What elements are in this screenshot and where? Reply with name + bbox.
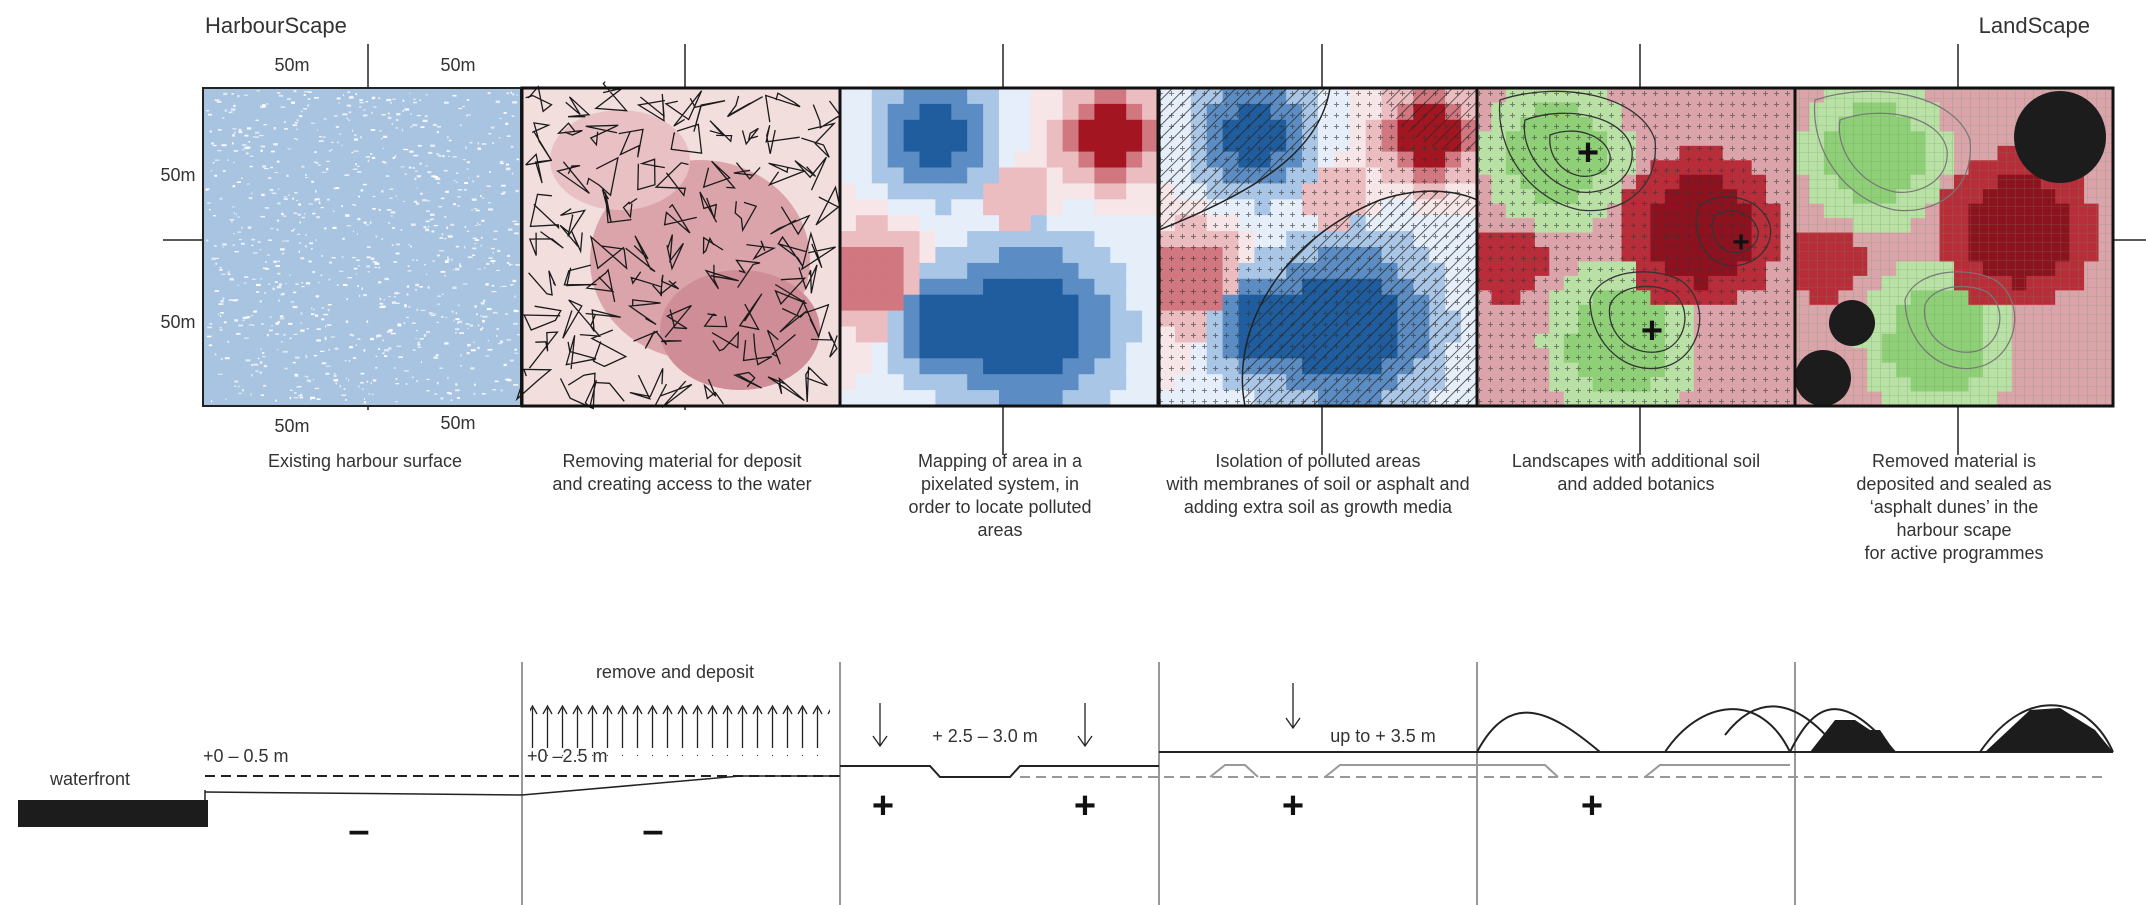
crack-pattern: [515, 81, 847, 410]
caption-line: Existing harbour surface: [268, 451, 462, 471]
caption-line: adding extra soil as growth media: [1184, 497, 1453, 517]
caption-line: Isolation of polluted areas: [1215, 451, 1420, 471]
level-label-1: +0 – 0.5 m: [203, 746, 289, 766]
plus-sign-3: +: [1282, 785, 1304, 827]
remove-deposit-label: remove and deposit: [596, 662, 754, 682]
caption-line: order to locate polluted: [908, 497, 1091, 517]
panel-pixel-mapping: [838, 86, 1160, 408]
asphalt-dune-large: [2014, 91, 2106, 183]
dimension-top-right: 50m: [440, 55, 475, 75]
level-label-2: +0 –2.5 m: [527, 746, 608, 766]
dimension-side-top: 50m: [160, 165, 195, 185]
plus-marker-1: +: [1577, 132, 1599, 174]
caption-line: for active programmes: [1864, 543, 2043, 563]
section-dividers: [521, 662, 1796, 905]
minus-sign-2: –: [642, 810, 663, 852]
plus-sign-1: +: [872, 785, 894, 827]
surface-texture: [205, 90, 522, 404]
remove-arrows: [530, 700, 830, 756]
dimension-bottom-right: 50m: [440, 413, 475, 433]
landscape-title: LandScape: [1979, 13, 2090, 38]
panel-isolation: [1157, 86, 1479, 408]
waterfront-label: waterfront: [49, 769, 130, 789]
panel-asphalt-dunes: [1793, 86, 2115, 408]
panel-captions: Existing harbour surface Removing materia…: [268, 451, 2052, 563]
caption-line: harbour scape: [1896, 520, 2011, 540]
panel-removing-material: [515, 81, 847, 410]
harbourscape-title: HarbourScape: [205, 13, 347, 38]
plus-sign-4: +: [1581, 785, 1603, 827]
section-drawing: [18, 683, 2114, 827]
dimension-top-left: 50m: [274, 55, 309, 75]
panel-landscapes: + + +: [1475, 86, 1797, 408]
asphalt-dune-small: [1829, 300, 1875, 346]
caption-line: pixelated system, in: [921, 474, 1079, 494]
caption-line: and creating access to the water: [552, 474, 811, 494]
caption-line: areas: [977, 520, 1022, 540]
asphalt-dune-medium: [1795, 350, 1851, 406]
waterfront-slab: [18, 800, 208, 827]
caption-line: with membranes of soil or asphalt and: [1165, 474, 1469, 494]
caption-line: Removed material is: [1872, 451, 2036, 471]
panel-existing-surface: [202, 87, 522, 407]
plus-sign-2: +: [1074, 785, 1096, 827]
caption-line: Landscapes with additional soil: [1512, 451, 1760, 471]
caption-line: Mapping of area in a: [918, 451, 1083, 471]
level-label-4: up to + 3.5 m: [1330, 726, 1436, 746]
plus-marker-3: +: [1732, 226, 1750, 259]
level-label-3: + 2.5 – 3.0 m: [932, 726, 1038, 746]
plus-marker-2: +: [1641, 310, 1663, 352]
minus-sign-1: –: [348, 810, 369, 852]
pixel-map-3: [840, 88, 1159, 407]
caption-line: ‘asphalt dunes’ in the: [1870, 497, 2038, 517]
dimension-side-bottom: 50m: [160, 312, 195, 332]
caption-line: Removing material for deposit: [562, 451, 801, 471]
caption-line: and added botanics: [1557, 474, 1714, 494]
caption-line: deposited and sealed as: [1856, 474, 2051, 494]
dimension-bottom-left: 50m: [274, 416, 309, 436]
